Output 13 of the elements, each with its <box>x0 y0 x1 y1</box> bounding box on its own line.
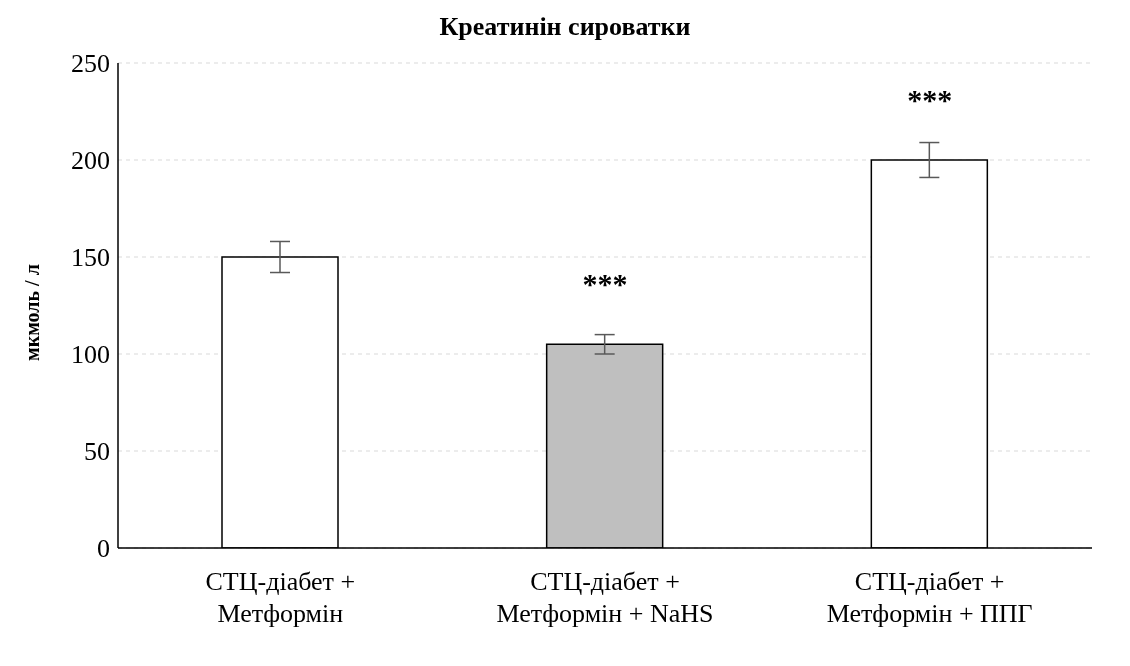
y-tick-label: 100 <box>71 340 110 370</box>
annotation: *** <box>907 83 953 116</box>
y-axis-title: мкмоль / л <box>20 263 44 361</box>
y-tick-label: 0 <box>97 534 110 564</box>
y-tick-label: 150 <box>71 243 110 273</box>
chart-title: Креатинін сироватки <box>438 12 692 42</box>
y-tick-label: 250 <box>71 49 110 79</box>
x-tick-label: СТЦ-діабет + Метформін <box>205 567 356 628</box>
x-tick-label: СТЦ-діабет + Метформін + NaHS <box>496 567 714 628</box>
y-tick-label: 50 <box>84 437 110 467</box>
x-tick-label: СТЦ-діабет + Метформін + ППГ <box>826 567 1033 628</box>
y-tick-label: 200 <box>71 146 110 176</box>
annotation: *** <box>582 267 628 301</box>
